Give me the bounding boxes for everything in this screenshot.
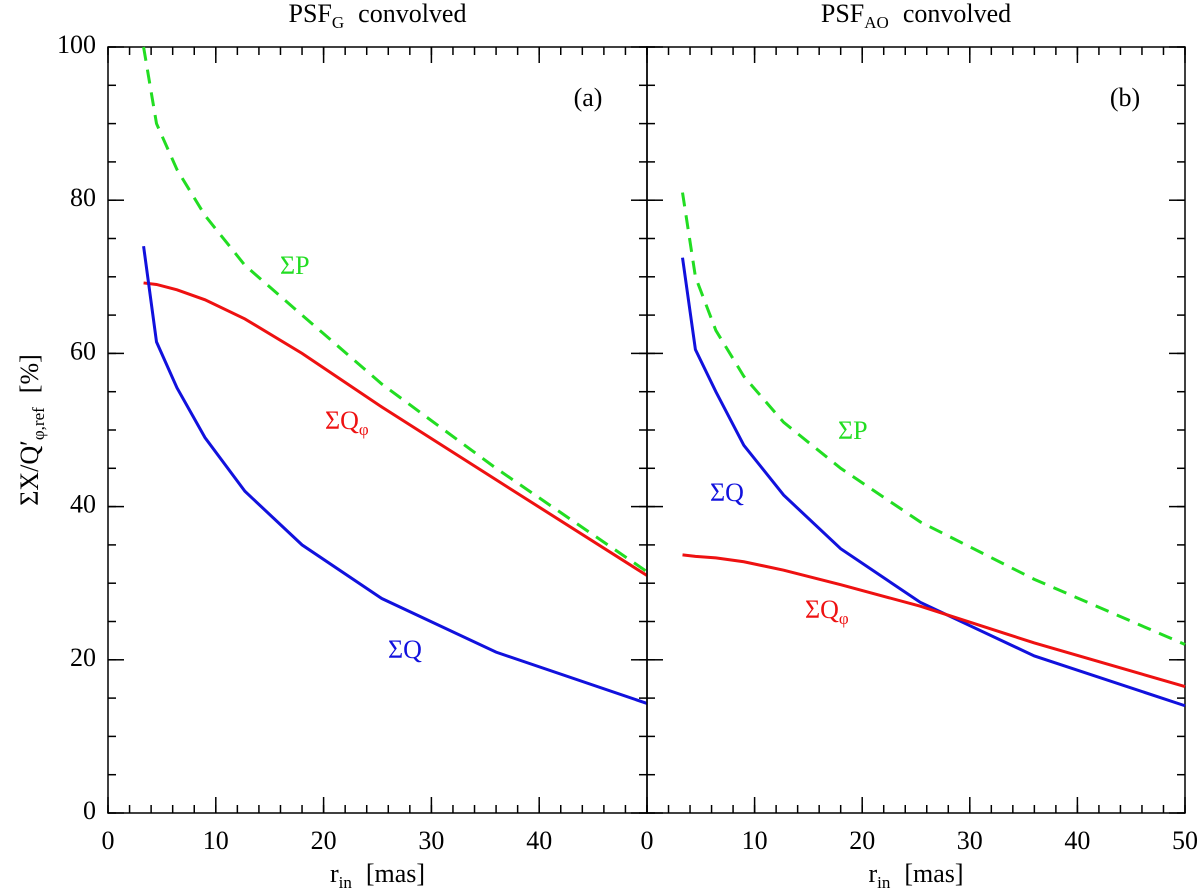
y-tick-label: 40 <box>70 490 96 519</box>
series-line <box>143 281 648 577</box>
series-label: ΣQ <box>710 478 744 507</box>
series-line <box>681 192 1186 646</box>
series-line <box>142 245 648 705</box>
series-label-main: ΣP <box>838 416 868 445</box>
y-axis-label-main: ΣX/Q′ <box>15 440 44 506</box>
panel-title-after: convolved <box>903 0 1011 28</box>
panel-title: PSFG convolved <box>289 0 467 32</box>
series-line <box>681 257 1186 708</box>
y-tick-label: 60 <box>70 336 96 365</box>
panel-title: PSFAO convolved <box>821 0 1011 32</box>
y-tick-label: 0 <box>83 796 96 825</box>
series-label: ΣQφ <box>805 595 849 628</box>
series-label-sub: φ <box>839 609 849 628</box>
x-axis-label-after: [mas] <box>904 859 963 888</box>
y-tick-label: 100 <box>57 30 96 59</box>
series-label-main: ΣQ <box>710 478 744 507</box>
x-tick-label: 20 <box>849 826 875 855</box>
y-tick-label: 80 <box>70 183 96 212</box>
series-label: ΣQφ <box>325 406 369 439</box>
series-line <box>142 46 648 573</box>
panel-title-sub: AO <box>864 13 889 32</box>
x-axis-label-sub: in <box>339 873 353 892</box>
x-axis-label-main: r <box>868 859 877 888</box>
panel-title-main: PSF <box>289 0 332 28</box>
x-axis-label: rin [mas] <box>330 859 425 892</box>
panel-title-main: PSF <box>821 0 864 28</box>
series-label-main: ΣQ <box>805 595 839 624</box>
panel-title-after: convolved <box>358 0 466 28</box>
x-tick-label: 30 <box>957 826 983 855</box>
x-axis-label-main: r <box>330 859 339 888</box>
series-line <box>682 553 1186 689</box>
series-label: ΣP <box>838 416 868 445</box>
series-label-main: ΣP <box>280 251 310 280</box>
x-tick-label: 10 <box>203 826 229 855</box>
series-label-main: ΣQ <box>325 406 359 435</box>
y-tick-label: 20 <box>70 643 96 672</box>
plot-frame <box>107 46 648 814</box>
x-tick-label: 0 <box>641 826 654 855</box>
x-axis-label-sub: in <box>877 873 891 892</box>
x-tick-label: 0 <box>102 826 115 855</box>
x-tick-label: 40 <box>526 826 552 855</box>
panel-label: (a) <box>574 83 603 112</box>
y-axis-label-sub: φ,ref <box>29 407 48 440</box>
x-tick-label: 50 <box>1172 826 1198 855</box>
series-label: ΣQ <box>388 635 422 664</box>
x-axis-label: rin [mas] <box>868 859 963 892</box>
series-label: ΣP <box>280 251 310 280</box>
x-tick-label: 10 <box>742 826 768 855</box>
x-tick-label: 20 <box>311 826 337 855</box>
series-label-sub: φ <box>359 420 369 439</box>
series-label-main: ΣQ <box>388 635 422 664</box>
panel-title-sub: G <box>332 13 344 32</box>
x-axis-label-after: [mas] <box>366 859 425 888</box>
plot-frame <box>646 46 1186 814</box>
y-axis-label-after: [%] <box>15 354 44 393</box>
y-axis-label: ΣX/Q′φ,ref [%] <box>15 354 48 506</box>
panel-label: (b) <box>1110 83 1140 112</box>
x-tick-label: 30 <box>418 826 444 855</box>
x-tick-label: 40 <box>1064 826 1090 855</box>
